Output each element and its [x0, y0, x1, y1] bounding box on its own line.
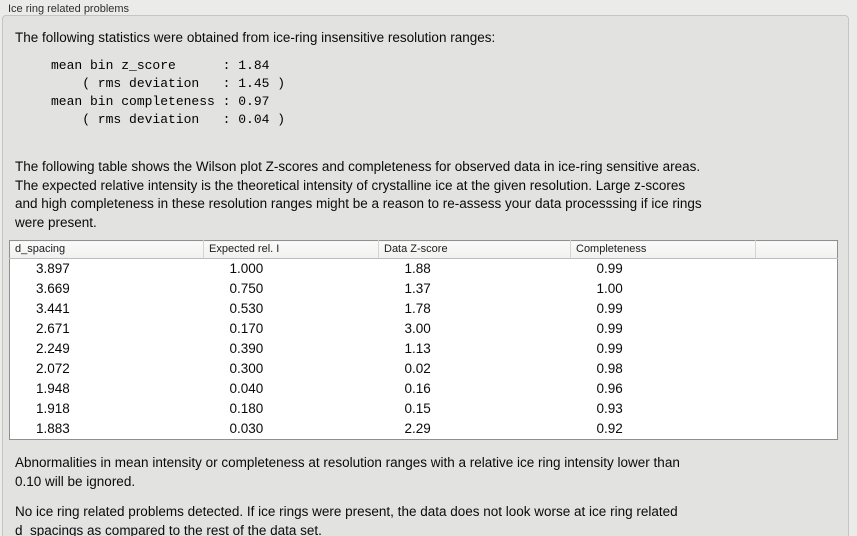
- table-cell: 0.16: [404, 381, 431, 396]
- table-cell: 0.92: [596, 421, 623, 436]
- table-cell: 1.00: [596, 281, 623, 296]
- table-body: 3.897 1.000 1.88 0.99 3.669 0.750 1.37 1.00 3.44…: [10, 259, 838, 440]
- table-cell-empty: [756, 379, 838, 399]
- stats-block: mean bin z_score : 1.84 ( rms deviation …: [51, 58, 286, 127]
- table-cell: 0.99: [596, 301, 623, 316]
- table-row[interactable]: 1.883 0.030 2.29 0.92: [10, 419, 838, 440]
- table-cell: 3.00: [404, 321, 431, 336]
- intro-paragraph: The following statistics were obtained f…: [15, 30, 496, 45]
- table-row[interactable]: 3.897 1.000 1.88 0.99: [10, 259, 838, 280]
- table-cell: 0.15: [404, 401, 431, 416]
- table-row[interactable]: 1.918 0.180 0.15 0.93: [10, 399, 838, 419]
- table-cell: 1.918: [36, 401, 70, 416]
- table-cell-empty: [756, 399, 838, 419]
- table-cell: 1.883: [36, 421, 70, 436]
- table-cell-empty: [756, 279, 838, 299]
- table-cell: 0.180: [229, 401, 264, 416]
- table-cell: 3.441: [36, 301, 70, 316]
- ice-ring-panel: The following statistics were obtained f…: [2, 15, 849, 536]
- table-description-paragraph: The following table shows the Wilson plo…: [15, 159, 702, 230]
- table-row[interactable]: 2.671 0.170 3.00 0.99: [10, 319, 838, 339]
- table-cell: 0.030: [229, 421, 264, 436]
- column-header-completeness: Completeness: [570, 240, 756, 259]
- table-header-row: d_spacing Expected rel. I Data Z-score C…: [9, 240, 838, 259]
- table-cell: 0.98: [596, 361, 623, 376]
- table-row[interactable]: 1.948 0.040 0.16 0.96: [10, 379, 838, 399]
- table-cell: 0.99: [596, 321, 623, 336]
- table-cell: 0.300: [229, 361, 264, 376]
- table-cell: 1.948: [36, 381, 70, 396]
- table-row[interactable]: 3.441 0.530 1.78 0.99: [10, 299, 838, 319]
- table-cell-empty: [756, 299, 838, 319]
- table-cell-empty: [756, 339, 838, 359]
- table-header: d_spacing Expected rel. I Data Z-score C…: [9, 240, 838, 259]
- table-cell: 1.13: [404, 341, 431, 356]
- table-cell: 2.249: [36, 341, 70, 356]
- ice-ring-table: d_spacing Expected rel. I Data Z-score C…: [9, 240, 838, 440]
- column-header-d-spacing: d_spacing: [9, 240, 204, 259]
- column-header-data-z-score: Data Z-score: [378, 240, 571, 259]
- table-cell: 0.530: [229, 301, 264, 316]
- table-cell: 0.93: [596, 401, 623, 416]
- table-cell: 0.02: [404, 361, 431, 376]
- table-cell: 0.750: [229, 281, 264, 296]
- table-cell: 3.897: [36, 261, 70, 276]
- table-cell-empty: [756, 259, 838, 280]
- table-cell: 1.78: [404, 301, 431, 316]
- conclusion-paragraph: No ice ring related problems detected. I…: [15, 504, 678, 536]
- table-cell: 2.072: [36, 361, 70, 376]
- table-cell: 0.99: [596, 261, 623, 276]
- column-header-empty: [755, 240, 838, 259]
- table-cell: 1.000: [229, 261, 264, 276]
- table-row[interactable]: 3.669 0.750 1.37 1.00: [10, 279, 838, 299]
- ignore-note-paragraph: Abnormalities in mean intensity or compl…: [15, 455, 680, 489]
- table-cell-empty: [756, 359, 838, 379]
- table-cell: 3.669: [36, 281, 70, 296]
- table-cell: 2.671: [36, 321, 70, 336]
- table-row[interactable]: 2.249 0.390 1.13 0.99: [10, 339, 838, 359]
- table-cell: 0.96: [596, 381, 623, 396]
- section-title: Ice ring related problems: [8, 3, 130, 15]
- table-cell: 2.29: [404, 421, 431, 436]
- table-cell-empty: [756, 319, 838, 339]
- table-cell-empty: [756, 419, 838, 440]
- table-row[interactable]: 2.072 0.300 0.02 0.98: [10, 359, 838, 379]
- table-cell: 0.390: [229, 341, 264, 356]
- table-cell: 0.040: [229, 381, 264, 396]
- table-cell: 1.88: [404, 261, 431, 276]
- table-cell: 1.37: [404, 281, 431, 296]
- column-header-expected-rel-i: Expected rel. I: [203, 240, 379, 259]
- table-cell: 0.99: [596, 341, 623, 356]
- table-cell: 0.170: [229, 321, 264, 336]
